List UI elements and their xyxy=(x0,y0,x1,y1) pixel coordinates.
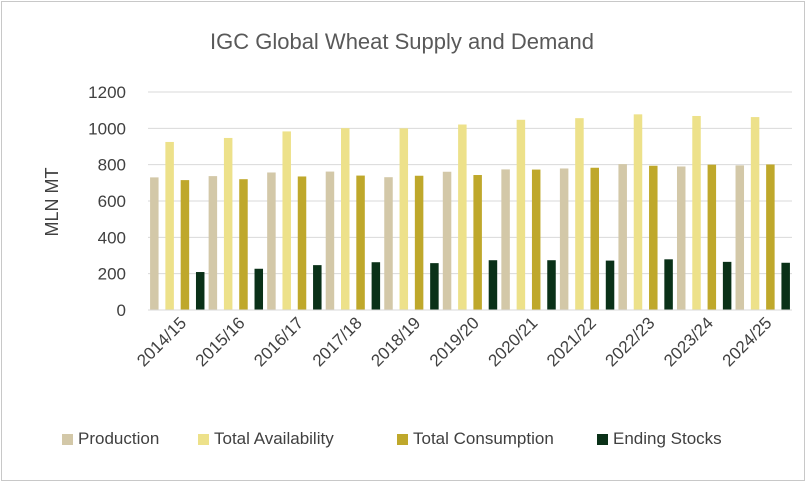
bar-ending-stocks xyxy=(430,263,439,310)
bar-ending-stocks xyxy=(371,262,381,310)
bar-ending-stocks xyxy=(195,272,205,310)
legend-label: Total Availability xyxy=(214,429,334,448)
bar-ending-stocks xyxy=(781,262,790,310)
bar-ending-stocks xyxy=(313,265,322,310)
y-tick-label: 800 xyxy=(98,156,126,175)
bar-total-consumption xyxy=(239,179,248,310)
legend-swatch xyxy=(62,434,73,445)
bar-production xyxy=(676,166,686,310)
bar-total-availability xyxy=(282,131,291,310)
bars xyxy=(150,114,790,311)
y-tick-label: 1200 xyxy=(88,83,126,102)
bar-total-availability xyxy=(165,141,174,310)
bar-production xyxy=(735,165,745,310)
bar-total-availability xyxy=(633,114,643,310)
bar-ending-stocks xyxy=(488,260,498,310)
x-tick-label: 2014/15 xyxy=(133,313,190,370)
bar-total-consumption xyxy=(649,165,658,310)
bar-total-availability xyxy=(341,128,350,310)
y-tick-label: 0 xyxy=(117,301,126,320)
x-tick-label: 2016/17 xyxy=(250,313,307,370)
x-tick-label: 2021/22 xyxy=(543,313,600,370)
y-axis-ticks: 0 200 400 600 800 1000 1200 xyxy=(88,83,126,320)
legend-swatch xyxy=(198,434,209,445)
bar-total-consumption xyxy=(297,176,307,310)
legend-label: Ending Stocks xyxy=(613,429,722,448)
x-tick-label: 2018/19 xyxy=(367,313,424,370)
bar-total-availability xyxy=(750,117,760,310)
bar-ending-stocks xyxy=(547,260,556,310)
bar-ending-stocks xyxy=(664,259,673,310)
x-tick-label: 2022/23 xyxy=(602,313,659,370)
bar-ending-stocks xyxy=(722,261,732,310)
bar-total-consumption xyxy=(766,164,775,310)
bar-ending-stocks xyxy=(605,260,615,310)
bar-production xyxy=(442,171,452,310)
bar-production xyxy=(267,172,276,310)
bar-production xyxy=(325,171,335,310)
y-tick-label: 400 xyxy=(98,228,126,247)
legend: Production Total Availability Total Consum… xyxy=(62,429,722,448)
y-axis-label: MLN MT xyxy=(42,168,62,237)
x-tick-label: 2020/21 xyxy=(484,313,541,370)
bar-production xyxy=(501,169,510,310)
bar-production xyxy=(150,177,159,310)
y-tick-label: 600 xyxy=(98,192,126,211)
bar-total-availability xyxy=(516,119,526,310)
bar-total-availability xyxy=(223,137,233,310)
bar-production xyxy=(384,177,393,310)
x-tick-label: 2015/16 xyxy=(192,313,249,370)
legend-label: Production xyxy=(78,429,159,448)
chart-title: IGC Global Wheat Supply and Demand xyxy=(210,29,594,54)
bar-production xyxy=(208,176,218,310)
bar-total-availability xyxy=(692,115,701,310)
bar-total-consumption xyxy=(590,167,599,310)
x-axis-ticks: 2014/15 2015/16 2016/17 2017/18 2018/19 2019/… xyxy=(133,313,775,370)
x-tick-label: 2024/25 xyxy=(719,313,776,370)
bar-total-consumption xyxy=(531,169,541,310)
legend-swatch xyxy=(397,434,408,445)
bar-total-availability xyxy=(575,118,584,310)
bar-ending-stocks xyxy=(254,268,264,310)
x-tick-label: 2019/20 xyxy=(426,313,483,370)
x-tick-label: 2023/24 xyxy=(660,313,717,370)
bar-total-availability xyxy=(458,124,467,311)
bar-total-consumption xyxy=(180,180,190,310)
bar-total-consumption xyxy=(473,175,482,310)
x-tick-label: 2017/18 xyxy=(309,313,366,370)
bar-total-availability xyxy=(399,128,409,310)
bar-total-consumption xyxy=(707,164,717,310)
bar-production xyxy=(559,168,569,310)
legend-label: Total Consumption xyxy=(413,429,554,448)
y-tick-label: 200 xyxy=(98,265,126,284)
bar-production xyxy=(618,164,627,310)
y-tick-label: 1000 xyxy=(88,119,126,138)
legend-swatch xyxy=(597,434,608,445)
bar-total-consumption xyxy=(414,175,424,310)
bar-total-consumption xyxy=(356,175,365,310)
